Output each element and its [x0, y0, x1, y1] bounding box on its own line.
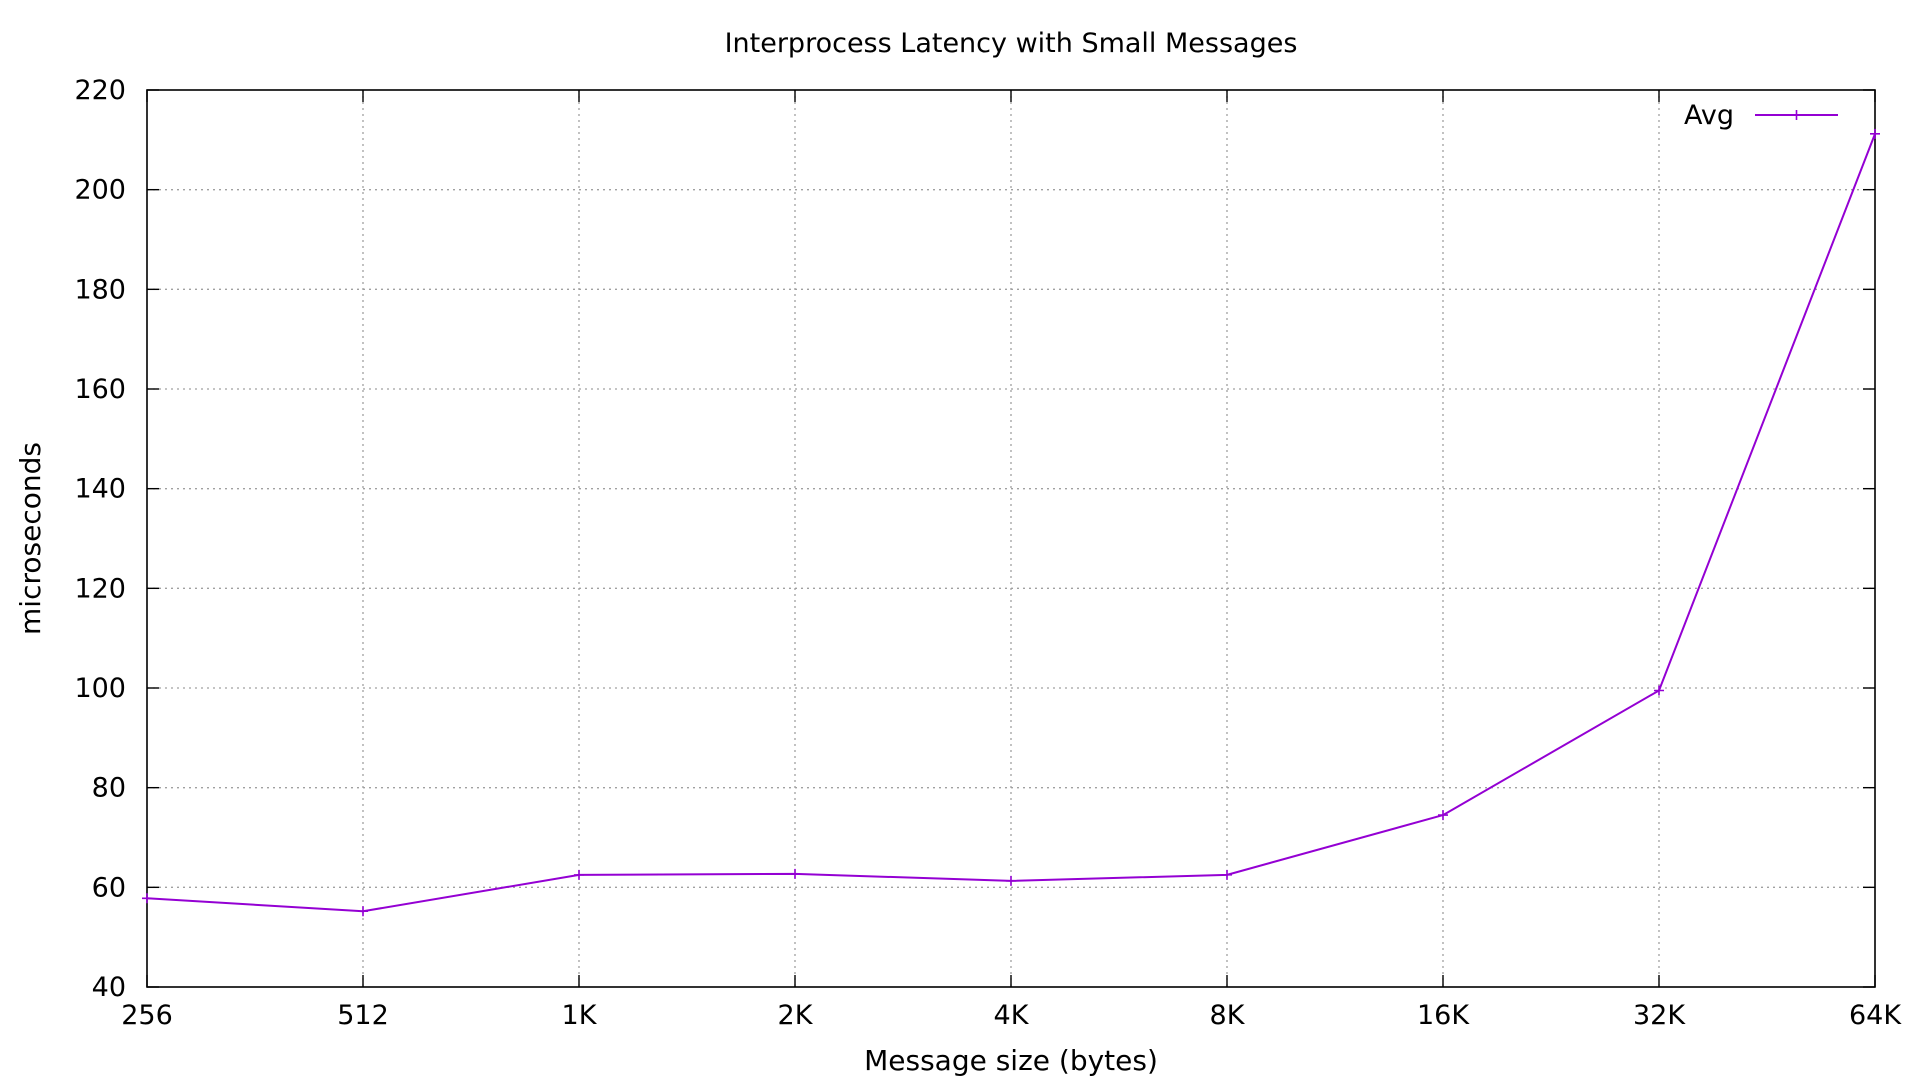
- data-point-2K: [790, 868, 800, 879]
- legend-label-avg: Avg: [1684, 100, 1734, 131]
- x-tick-label-64K: 64K: [1849, 1000, 1902, 1031]
- legend: Avg: [1684, 100, 1838, 131]
- y-tick-label-140: 140: [74, 474, 126, 505]
- x-tick-label-4K: 4K: [994, 1000, 1030, 1031]
- x-tick-label-1K: 1K: [562, 1000, 598, 1031]
- y-tick-label-80: 80: [92, 773, 126, 804]
- data-point-32K: [1654, 685, 1664, 696]
- data-point-8K: [1222, 869, 1232, 880]
- y-tick-label-220: 220: [74, 75, 126, 106]
- data-point-16K: [1438, 810, 1448, 821]
- y-tick-label-100: 100: [74, 673, 126, 704]
- y-tick-label-60: 60: [92, 872, 126, 903]
- data-point-256: [142, 893, 152, 904]
- y-tick-label-200: 200: [74, 175, 126, 206]
- legend-marker-avg: [1791, 110, 1802, 120]
- x-tick-label-2K: 2K: [778, 1000, 814, 1031]
- x-tick-label-16K: 16K: [1417, 1000, 1470, 1031]
- y-tick-label-120: 120: [74, 573, 126, 604]
- data-point-512: [358, 906, 368, 917]
- y-tick-label-160: 160: [74, 374, 126, 405]
- ticks-layer: 40 60 80 100 120 140 160 180 200 220 256 512 1K 2K 4K 8…: [74, 75, 1902, 1031]
- grid-layer: [147, 90, 1875, 987]
- y-axis-label: microseconds: [14, 442, 47, 635]
- data-point-4K: [1006, 875, 1016, 886]
- data-point-64K: [1870, 128, 1880, 139]
- y-tick-label-180: 180: [74, 274, 126, 305]
- y-tick-label-40: 40: [92, 972, 126, 1003]
- data-point-1K: [574, 869, 584, 880]
- series-layer: [142, 128, 1880, 917]
- x-tick-label-256: 256: [121, 1000, 173, 1031]
- x-tick-label-8K: 8K: [1210, 1000, 1246, 1031]
- x-tick-label-32K: 32K: [1633, 1000, 1686, 1031]
- x-tick-label-512: 512: [337, 1000, 389, 1031]
- x-axis-label: Message size (bytes): [864, 1044, 1158, 1077]
- chart-title: Interprocess Latency with Small Messages: [725, 28, 1298, 59]
